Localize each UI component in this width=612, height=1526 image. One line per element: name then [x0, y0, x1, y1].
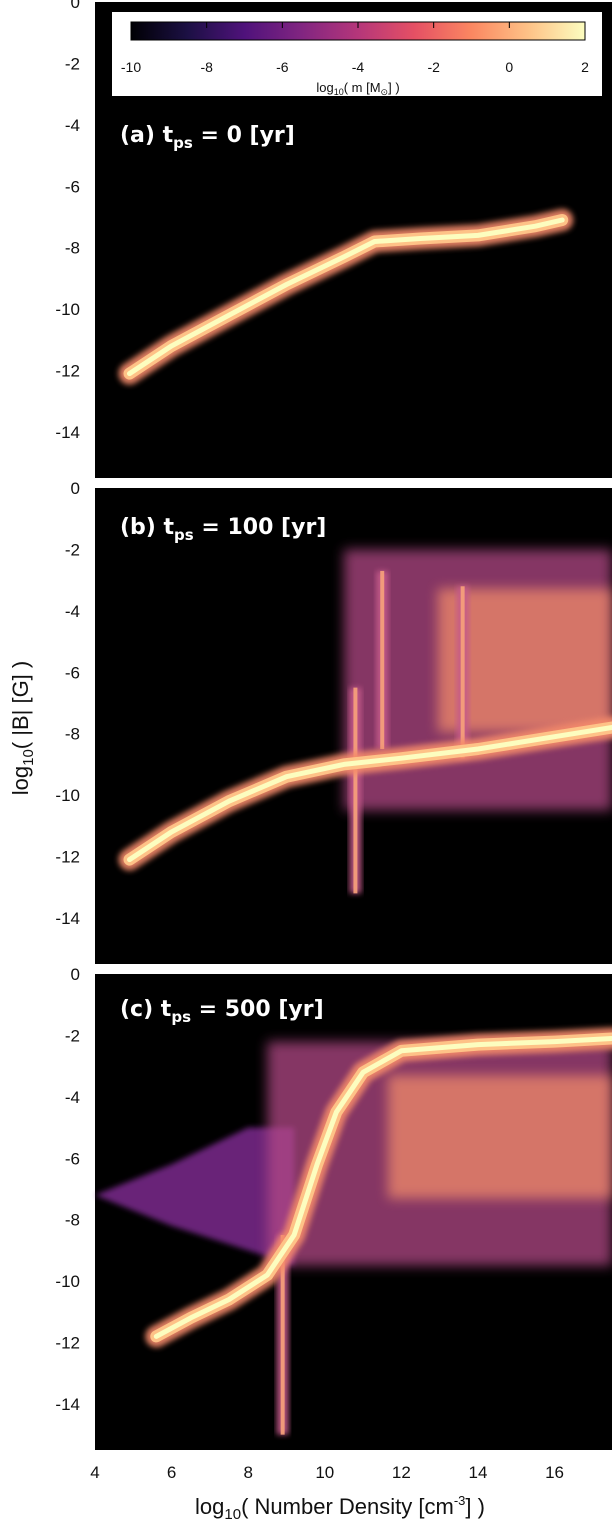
x-tick-label: 8	[243, 1463, 252, 1482]
colorbar-tick-label: -2	[427, 59, 440, 75]
panel-c-y-tick-label: -12	[55, 1334, 80, 1353]
colorbar-tick-label: -6	[276, 59, 289, 75]
panel-b-title: (b) tps = 100 [yr]	[120, 515, 326, 544]
x-tick-label: 12	[392, 1463, 411, 1482]
panel-a-y-tick-label: 0	[71, 0, 80, 12]
panel-a-y-tick-label: -12	[55, 362, 80, 381]
panel-b-y-tick-label: -2	[65, 540, 80, 559]
panel-a-y-tick-label: -4	[65, 116, 80, 135]
x-tick-label: 10	[315, 1463, 334, 1482]
panel-c-y-tick-label: -2	[65, 1026, 80, 1045]
colorbar-tick-label: -8	[200, 59, 213, 75]
x-tick-label: 14	[469, 1463, 488, 1482]
colorbar-tick-label: 2	[581, 59, 589, 75]
panel-a-y-tick-label: -8	[65, 239, 80, 258]
panel-a-data	[118, 209, 574, 385]
y-axis-label: log10( |B| [G] )	[8, 661, 37, 795]
panel-b-y-tick-label: -6	[65, 663, 80, 682]
panel-c-y-tick-label: -10	[55, 1272, 80, 1291]
x-ticks: 4 6 8 10 12 14 16	[90, 1463, 564, 1482]
panel-c-y-ticks: 0 -2 -4 -6 -8 -10 -12 -14	[55, 965, 80, 1414]
colorbar-tick-label: -10	[121, 59, 141, 75]
panel-a-y-tick-label: -14	[55, 423, 80, 442]
panel-b-y-tick-label: -12	[55, 848, 80, 867]
x-tick-label: 6	[167, 1463, 176, 1482]
x-axis-label: log10( Number Density [cm-3] )	[195, 1493, 485, 1523]
colorbar-label: log10( m [M⊙] )	[316, 80, 399, 97]
panel-b-y-tick-label: -14	[55, 909, 80, 928]
panel-b-y-tick-label: -4	[65, 602, 80, 621]
panel-c-y-tick-label: -6	[65, 1149, 80, 1168]
panel-a-title: (a) tps = 0 [yr]	[120, 123, 295, 152]
panel-a-y-tick-label: -6	[65, 177, 80, 196]
panel-c-y-tick-label: -8	[65, 1211, 80, 1230]
colorbar-tick-label: 0	[505, 59, 513, 75]
panel-c-y-tick-label: 0	[71, 965, 80, 984]
panel-a-ridge-core	[127, 217, 565, 377]
panel-b-y-tick-label: 0	[71, 479, 80, 498]
panel-b-spike-core	[353, 687, 358, 894]
panel-a-y-tick-label: -10	[55, 300, 80, 319]
panel-b-y-tick-label: -8	[65, 725, 80, 744]
colorbar: -10 -8 -6 -4 -2 0 2 log10( m [M⊙] )	[112, 12, 602, 97]
panel-c-title: (c) tps = 500 [yr]	[120, 997, 324, 1026]
panel-b-data	[118, 549, 612, 894]
panel-c-ridge-core	[153, 1036, 612, 1339]
panel-c-spike-core	[280, 1235, 285, 1435]
panel-c-wing	[95, 1127, 295, 1266]
x-tick-label: 16	[545, 1463, 564, 1482]
panel-c-cloud-core	[387, 1075, 612, 1199]
panel-c-data	[95, 1027, 612, 1435]
panel-a-y-ticks: 0 -2 -4 -6 -8 -10 -12 -14	[55, 0, 80, 442]
panel-b-spike-core	[460, 586, 465, 759]
panel-b-ridge-core	[127, 725, 612, 863]
panel-b-y-ticks: 0 -2 -4 -6 -8 -10 -12 -14	[55, 479, 80, 928]
colorbar-tick-label: -4	[352, 59, 365, 75]
colorbar-ticks: -10 -8 -6 -4 -2 0 2	[121, 22, 589, 75]
panel-b-spike-core	[380, 570, 385, 750]
panel-c-y-tick-label: -4	[65, 1088, 80, 1107]
panel-c-y-tick-label: -14	[55, 1395, 80, 1414]
panel-a-y-tick-label: -2	[65, 54, 80, 73]
panel-b-y-tick-label: -10	[55, 786, 80, 805]
x-tick-label: 4	[90, 1463, 99, 1482]
